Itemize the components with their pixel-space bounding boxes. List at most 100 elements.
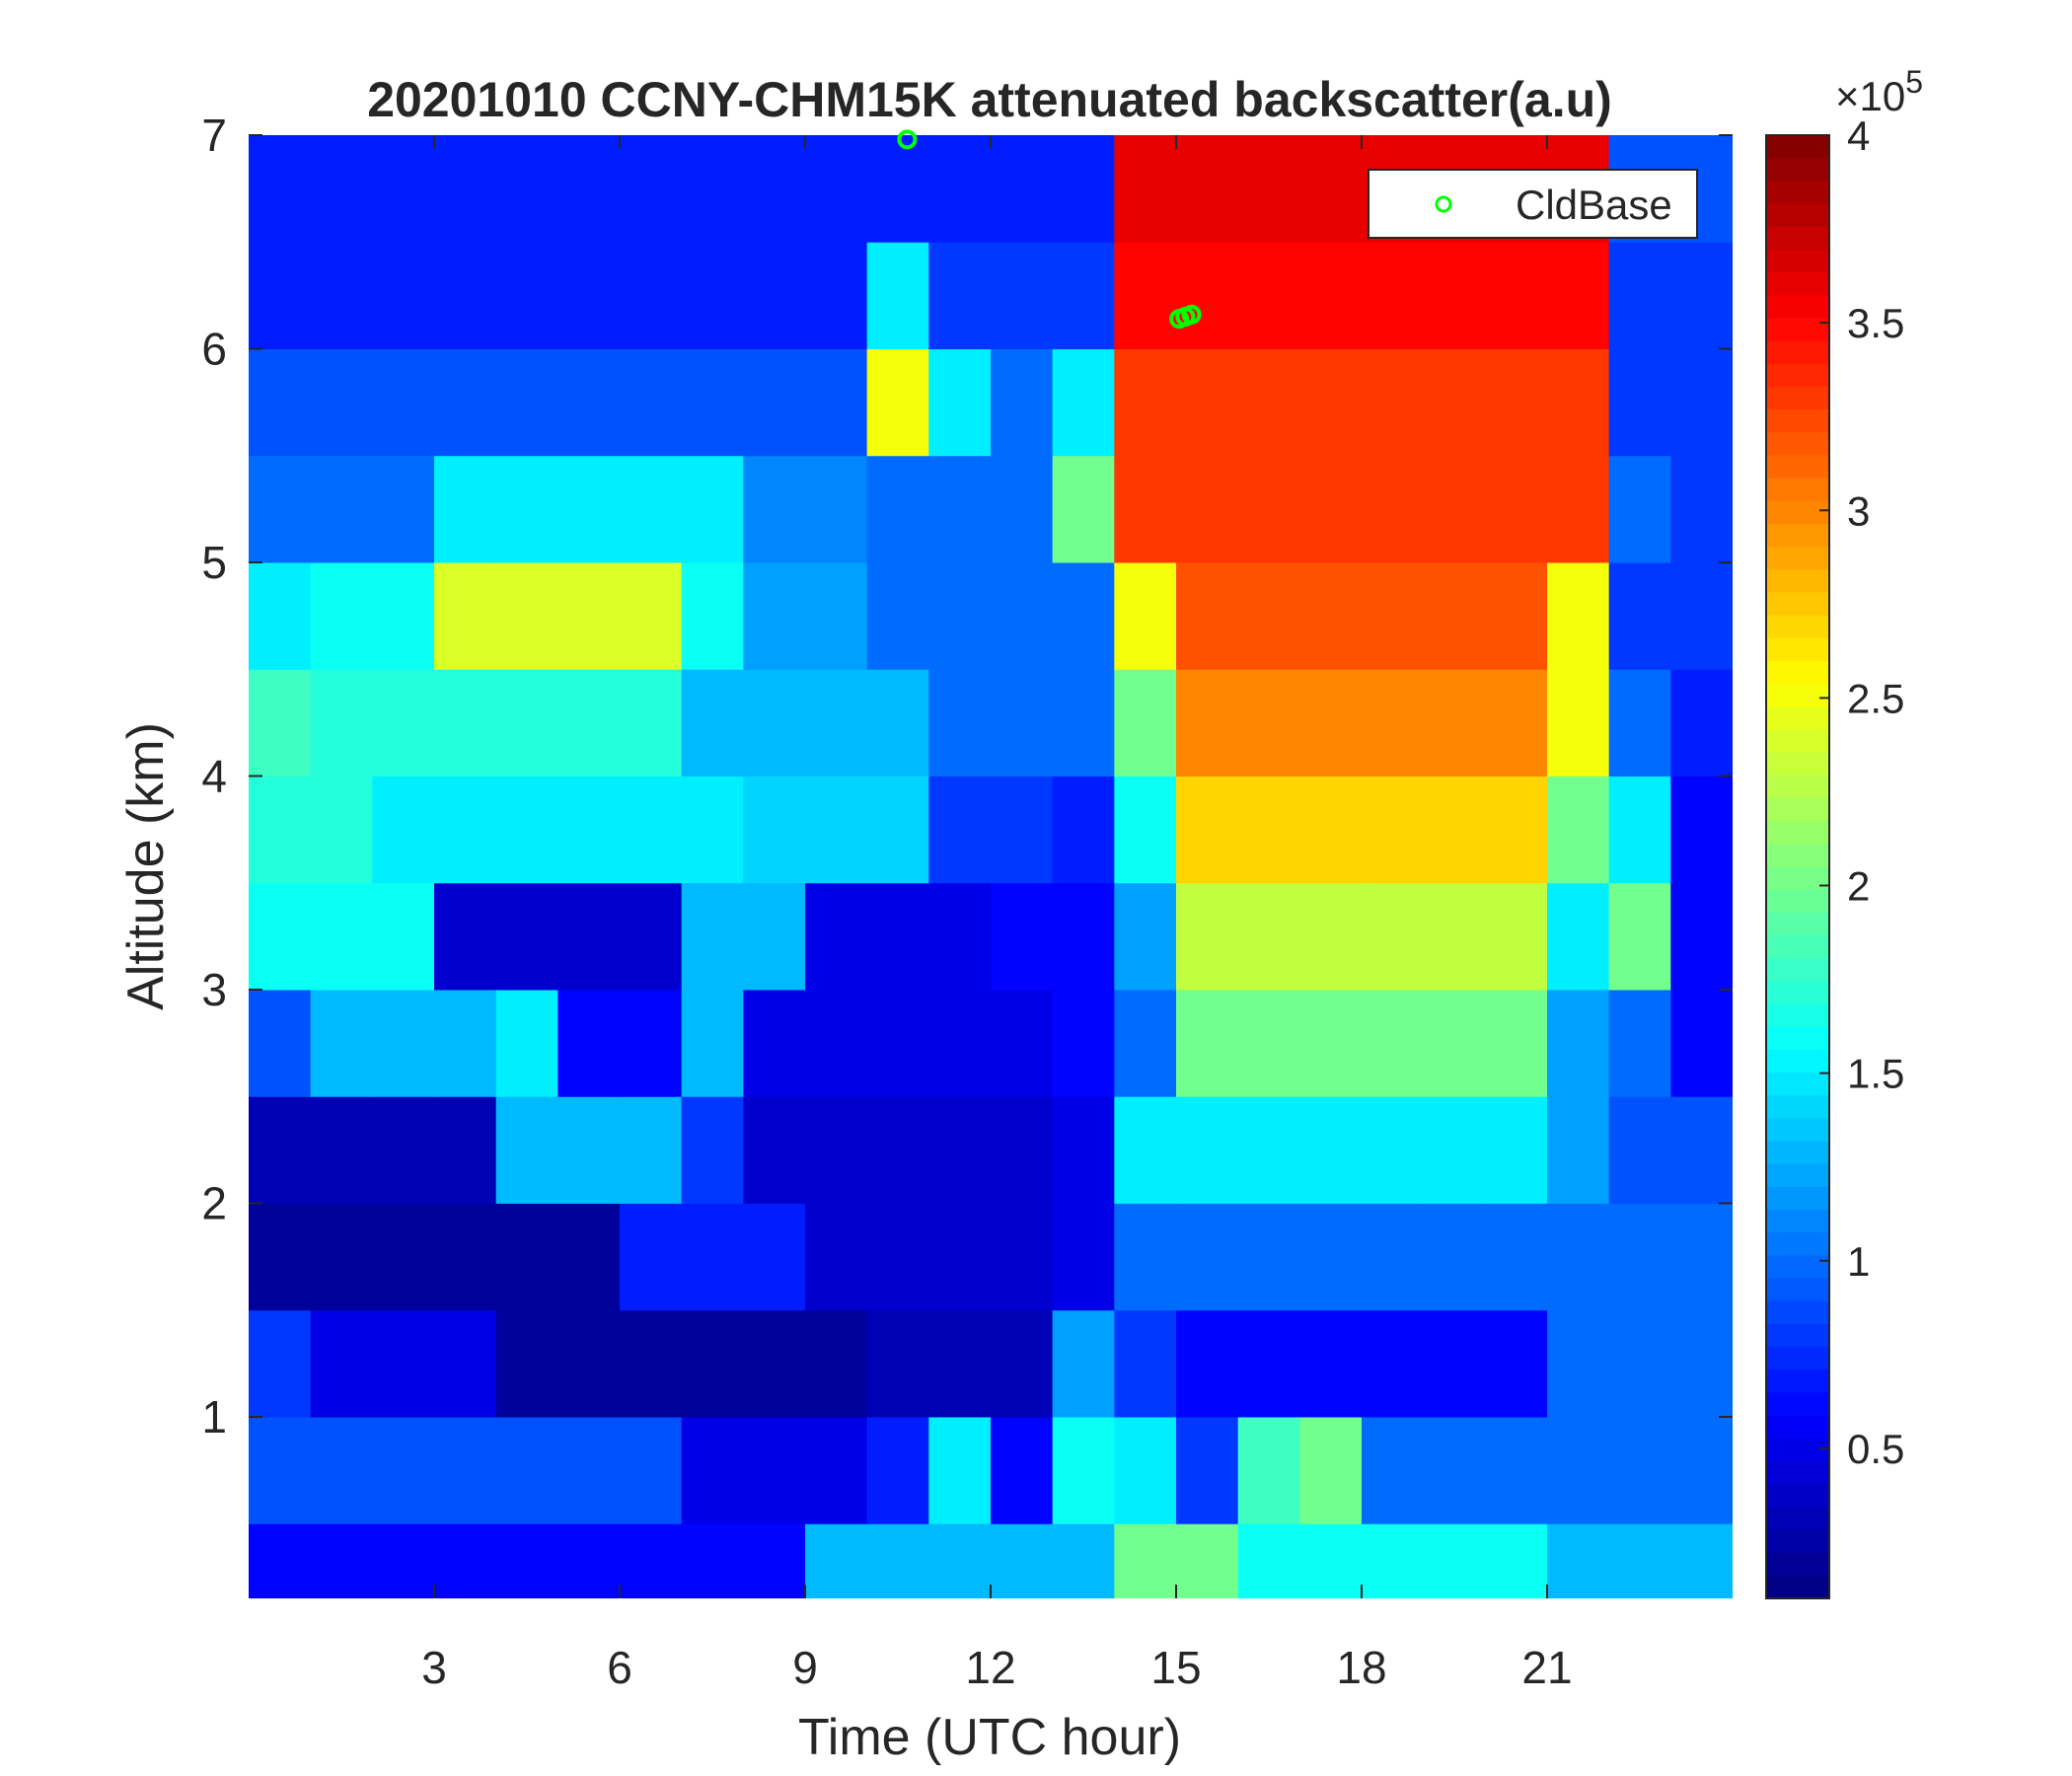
heatmap-cell xyxy=(1114,135,1177,243)
heatmap-cell xyxy=(434,135,497,243)
heatmap-cell xyxy=(557,455,621,563)
heatmap-cell xyxy=(681,776,744,884)
heatmap-cell xyxy=(743,669,806,777)
heatmap-cell xyxy=(249,669,312,777)
colorbar-step xyxy=(1766,1507,1829,1531)
heatmap-cell xyxy=(495,561,558,670)
colorbar-step xyxy=(1766,844,1829,868)
heatmap-cell xyxy=(249,1523,312,1598)
chart-title: 20201010 CCNY-CHM15K attenuated backscat… xyxy=(367,72,1612,127)
heatmap-cell xyxy=(372,1096,435,1204)
heatmap-cell xyxy=(928,455,992,563)
heatmap-cell xyxy=(372,776,435,884)
heatmap-cell xyxy=(1547,882,1610,991)
heatmap-cell xyxy=(743,776,806,884)
heatmap-cell xyxy=(1608,882,1671,991)
heatmap-cell xyxy=(866,561,929,670)
heatmap-cell xyxy=(620,1523,683,1598)
heatmap-cell xyxy=(866,242,929,349)
heatmap-cell xyxy=(434,989,497,1097)
heatmap-cell xyxy=(1052,242,1115,349)
colorbar-step xyxy=(1766,363,1829,388)
heatmap-cell xyxy=(866,989,929,1097)
heatmap-cell xyxy=(1547,776,1610,884)
heatmap-cell xyxy=(1052,348,1115,457)
y-tick-label: 7 xyxy=(201,110,227,161)
heatmap-cell xyxy=(1423,455,1486,563)
heatmap-cell xyxy=(372,455,435,563)
heatmap-cell xyxy=(310,1203,373,1311)
heatmap-cell xyxy=(805,242,868,349)
heatmap-cell xyxy=(1176,561,1239,670)
heatmap-cell xyxy=(928,135,992,243)
heatmap-cell xyxy=(1362,882,1425,991)
heatmap-cell xyxy=(928,1416,992,1524)
heatmap-cell xyxy=(249,561,312,670)
heatmap-cell xyxy=(620,1416,683,1524)
heatmap-cell xyxy=(1114,882,1177,991)
heatmap-cell xyxy=(1299,1416,1363,1524)
heatmap-cell xyxy=(495,1523,558,1598)
colorbar-step xyxy=(1766,752,1829,777)
heatmap-cell xyxy=(310,455,373,563)
heatmap-cell xyxy=(991,135,1054,243)
heatmap-cell xyxy=(249,882,312,991)
heatmap-cell xyxy=(310,776,373,884)
heatmap-cell xyxy=(372,1309,435,1418)
colorbar-step xyxy=(1766,1255,1829,1280)
heatmap-cell xyxy=(1114,348,1177,457)
colorbar-step xyxy=(1766,615,1829,639)
heatmap-cell xyxy=(928,989,992,1097)
colorbar-step xyxy=(1766,1484,1829,1508)
heatmap-cell xyxy=(991,348,1054,457)
heatmap-cell xyxy=(1547,989,1610,1097)
heatmap-cell xyxy=(495,348,558,457)
colorbar-tick-label: 3 xyxy=(1847,487,1870,534)
colorbar-step xyxy=(1766,889,1829,914)
colorbar-step xyxy=(1766,958,1829,982)
heatmap-cell xyxy=(1299,1523,1363,1598)
heatmap-cell xyxy=(310,348,373,457)
heatmap-cell xyxy=(1176,776,1239,884)
heatmap-cell xyxy=(1670,882,1733,991)
heatmap-cell xyxy=(557,1416,621,1524)
heatmap-cell xyxy=(372,882,435,991)
heatmap-cell xyxy=(805,776,868,884)
heatmap-cell xyxy=(1423,1203,1486,1311)
colorbar-step xyxy=(1766,1529,1829,1554)
heatmap-cell xyxy=(1547,455,1610,563)
heatmap-cell xyxy=(1362,1203,1425,1311)
heatmap-cell xyxy=(495,135,558,243)
heatmap-cell xyxy=(805,1309,868,1418)
heatmap-cell xyxy=(1299,989,1363,1097)
heatmap-cell xyxy=(1299,455,1363,563)
heatmap-cell xyxy=(249,1309,312,1418)
heatmap-cell xyxy=(1485,776,1548,884)
heatmap-cell xyxy=(1608,455,1671,563)
colorbar-step xyxy=(1766,409,1829,433)
heatmap-cell xyxy=(1608,242,1671,349)
heatmap-cell xyxy=(681,1416,744,1524)
heatmap-cell xyxy=(1608,1523,1671,1598)
x-axis-label: Time (UTC hour) xyxy=(798,1709,1181,1766)
x-tick-label: 21 xyxy=(1521,1642,1572,1693)
heatmap-cell xyxy=(1423,669,1486,777)
heatmap-cell xyxy=(1299,1203,1363,1311)
colorbar-step xyxy=(1766,821,1829,845)
heatmap-cell xyxy=(805,455,868,563)
colorbar-step xyxy=(1766,775,1829,799)
heatmap-cell xyxy=(743,242,806,349)
colorbar-step xyxy=(1766,135,1829,159)
heatmap-cell xyxy=(1547,1523,1610,1598)
heatmap-cell xyxy=(1362,1416,1425,1524)
heatmap-cell xyxy=(1485,561,1548,670)
heatmap-cell xyxy=(1547,1203,1610,1311)
heatmap-cell xyxy=(805,561,868,670)
x-tick-label: 18 xyxy=(1336,1642,1386,1693)
heatmap-cell xyxy=(1114,776,1177,884)
heatmap-cell xyxy=(620,561,683,670)
heatmap-cell xyxy=(1362,989,1425,1097)
heatmap-cell xyxy=(249,242,312,349)
heatmap-cell xyxy=(866,882,929,991)
heatmap-cell xyxy=(1114,455,1177,563)
